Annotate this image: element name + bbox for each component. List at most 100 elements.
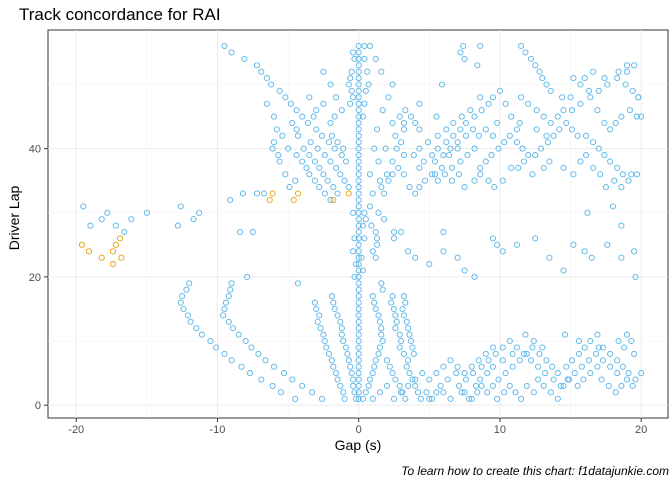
data-point [372,305,379,313]
data-point [350,376,357,383]
data-point [622,81,629,88]
data-point [598,376,605,383]
data-point [489,132,496,139]
data-point [513,241,520,248]
data-point [471,145,478,152]
data-point [352,395,359,402]
data-point [258,376,265,383]
data-point [485,177,492,184]
data-point [529,171,536,178]
data-point [279,132,286,139]
data-point [355,286,362,293]
data-point [378,325,385,332]
data-point [392,312,399,319]
data-point [518,395,525,402]
data-point [318,132,326,139]
data-point [331,305,338,313]
data-point [527,357,535,364]
data-point [509,363,516,370]
data-point [447,145,454,152]
data-point [508,164,515,171]
data-point [575,350,583,357]
data-point [518,42,525,50]
data-point [289,119,296,127]
data-point [467,107,474,114]
data-point [474,62,481,69]
data-point [623,62,631,69]
data-point [470,126,477,133]
data-point [389,293,396,300]
data-point [489,363,496,370]
data-point [485,357,492,364]
data-point [509,350,516,357]
data-point [431,171,439,178]
data-point [400,152,407,159]
data-point [282,94,289,101]
data-point [512,389,519,396]
data-point [389,81,396,88]
data-point [492,350,499,357]
data-point [253,62,261,69]
data-point [434,177,441,184]
data-point-highlight [330,196,337,204]
data-point [355,370,362,377]
data-point [433,113,440,120]
data-point [554,370,561,377]
data-point [426,261,433,268]
data-point [433,389,440,396]
data-point [237,228,244,236]
data-point [494,395,501,402]
data-point [128,216,135,223]
data-point [494,119,501,127]
data-point [355,216,362,223]
data-point [294,280,302,287]
data-point [468,363,475,370]
data-point [229,325,237,332]
data-point [376,318,383,325]
data-point [389,119,396,127]
data-point [341,395,348,402]
data-point [355,293,362,300]
data-point [355,350,362,357]
data-point [369,248,376,255]
data-point [355,100,362,107]
data-point [359,267,366,274]
data-point [601,152,608,159]
data-point [567,94,574,101]
data-point [568,126,576,133]
data-point [396,344,403,351]
data-point [400,119,407,127]
data-point [348,370,355,377]
data-point [595,344,602,351]
data-point [546,158,553,165]
data-point [299,158,306,165]
data-point [372,228,379,236]
data-point-highlight [269,190,276,197]
data-point [434,132,441,139]
data-point [275,152,282,159]
data-point [477,171,484,178]
data-point [491,184,498,191]
data-point [355,273,362,280]
data-point [564,376,571,383]
data-point [532,62,539,69]
data-point [423,389,430,396]
data-point [355,357,362,364]
data-point [222,299,229,306]
data-point [489,235,496,242]
data-point [594,331,601,338]
data-point [461,389,468,396]
data-point [398,337,405,345]
data-point [433,370,440,377]
data-point [592,350,600,357]
data-point [320,171,327,178]
data-point [321,152,328,159]
axes: -20 -10 0 10 20 0 20 40 [29,144,648,436]
data-point [454,145,461,152]
data-point [590,68,597,75]
data-point [323,344,330,351]
data-point [342,158,350,165]
data-point [609,203,616,210]
data-point [258,68,265,75]
data-point [277,389,285,396]
